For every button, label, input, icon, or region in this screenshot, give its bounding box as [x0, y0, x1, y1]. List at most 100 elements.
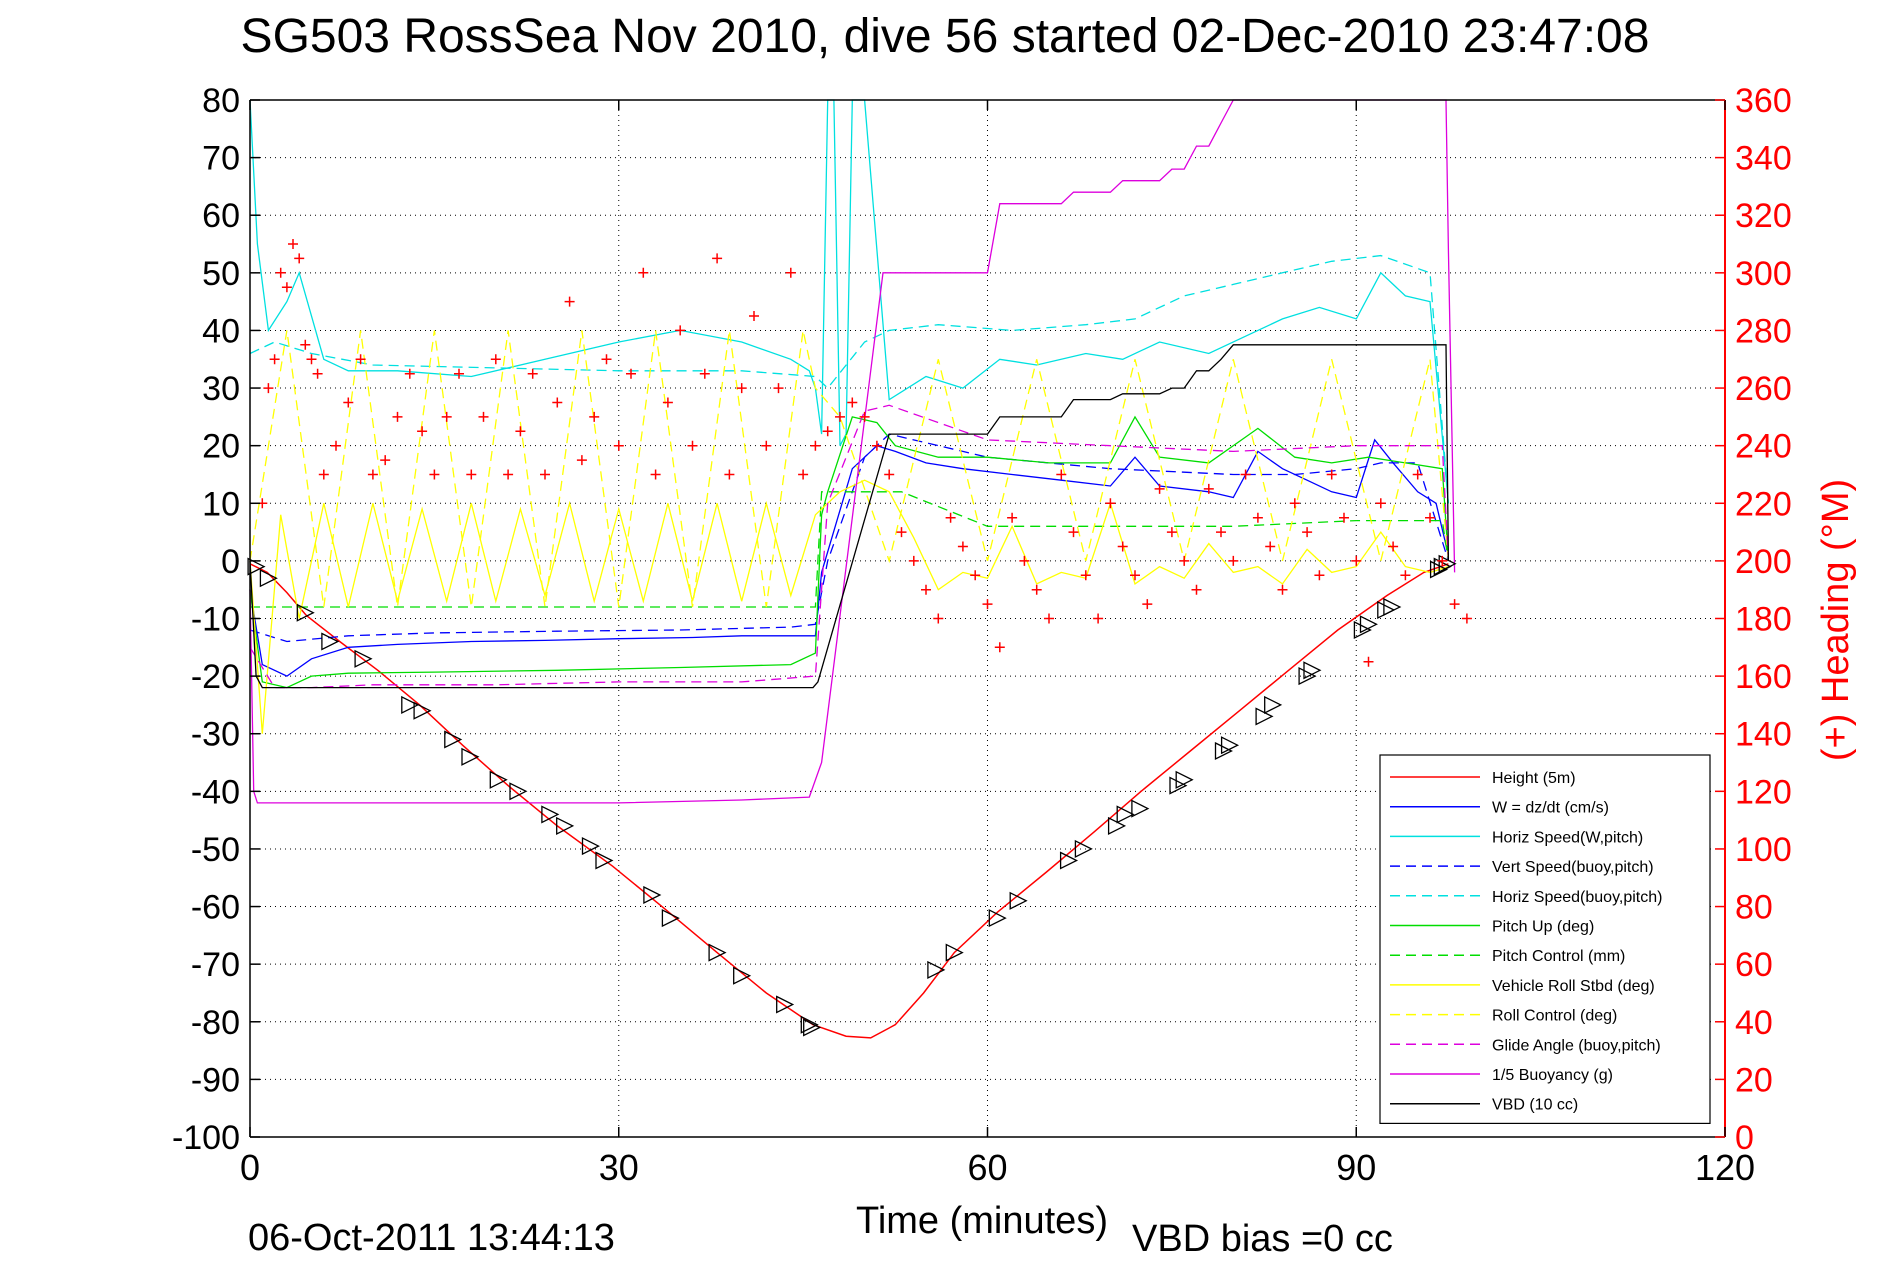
y-right-tick-label-2: 320	[1735, 197, 1792, 235]
dive-marker-19	[776, 995, 795, 1014]
y-tick-label-15: -70	[191, 946, 240, 984]
heading-marker-78	[1154, 483, 1165, 494]
y-right-tick-label-15: 60	[1735, 946, 1773, 984]
dive-marker-12	[556, 816, 575, 835]
y-right-tick-label-0: 360	[1735, 82, 1792, 120]
y-right-tick-label-4: 280	[1735, 312, 1792, 350]
y-right-tick-label-11: 140	[1735, 716, 1792, 754]
dive-marker-18	[733, 966, 752, 985]
y-right-tick-label-10: 160	[1735, 658, 1792, 696]
heading-marker-45	[749, 311, 759, 321]
y-tick-label-16: -80	[191, 1004, 240, 1042]
dive-marker-33	[1214, 741, 1233, 761]
heading-marker-53	[847, 397, 858, 408]
series-line-1	[249, 438, 1450, 677]
heading-marker-79	[1166, 527, 1177, 538]
dive-marker-3	[321, 632, 340, 651]
heading-marker-21	[454, 368, 464, 379]
y-right-tick-label-6: 240	[1735, 428, 1792, 466]
dive-marker-40	[1359, 615, 1378, 634]
y-tick-label-0: 80	[202, 82, 240, 120]
heading-marker-74	[1105, 498, 1116, 509]
y-tick-label-1: 70	[202, 140, 240, 178]
legend-label-4: Horiz Speed(buoy,pitch)	[1492, 889, 1662, 906]
heading-marker-48	[785, 267, 796, 278]
heading-marker-66	[1007, 512, 1018, 523]
heading-marker-95	[1363, 656, 1374, 667]
heading-marker-5	[288, 239, 298, 249]
legend-label-9: Glide Angle (buoy,pitch)	[1492, 1037, 1661, 1054]
heading-marker-52	[835, 411, 845, 422]
y-tick-label-7: 10	[202, 485, 240, 523]
heading-marker-7	[300, 339, 311, 350]
heading-marker-56	[884, 469, 895, 480]
heading-marker-71	[1068, 527, 1079, 538]
heading-marker-89	[1289, 498, 1300, 509]
heading-marker-38	[662, 397, 673, 408]
heading-marker-70	[1056, 469, 1067, 480]
timestamp-footer: 06-Oct-2011 13:44:13	[248, 1217, 615, 1259]
heading-marker-87	[1265, 541, 1276, 552]
series-line-10	[249, 99, 1456, 804]
y-tick-label-12: -40	[191, 773, 240, 811]
heading-marker-72	[1080, 570, 1091, 581]
heading-marker-88	[1277, 584, 1288, 595]
heading-marker-92	[1326, 469, 1337, 480]
heading-marker-85	[1240, 469, 1251, 480]
heading-marker-17	[404, 368, 415, 379]
heading-marker-39	[675, 325, 686, 336]
heading-marker-32	[589, 411, 600, 422]
dive-marker-27	[1074, 839, 1093, 858]
dive-marker-10	[509, 782, 528, 801]
heading-marker-1	[263, 383, 274, 394]
heading-marker-50	[810, 440, 821, 451]
legend-label-5: Pitch Up (deg)	[1492, 919, 1594, 936]
legend-label-8: Roll Control (deg)	[1492, 1008, 1617, 1025]
y-right-tick-label-17: 20	[1735, 1061, 1773, 1099]
heading-marker-63	[970, 570, 981, 581]
heading-marker-94	[1351, 555, 1362, 566]
series-layer	[249, 99, 1456, 1039]
x-tick-label-2: 60	[967, 1147, 1007, 1188]
y-right-tick-label-16: 40	[1735, 1004, 1773, 1042]
heading-marker-54	[859, 411, 870, 422]
x-tick-label-4: 120	[1695, 1147, 1755, 1188]
heading-marker-37	[650, 469, 661, 480]
series-line-3	[249, 433, 1450, 643]
heading-marker-102	[1449, 599, 1460, 610]
y-tick-label-10: -20	[191, 658, 240, 696]
dive-marker-8	[461, 747, 480, 766]
heading-marker-10	[318, 469, 329, 480]
heading-marker-34	[613, 440, 624, 451]
dive-marker-34	[1220, 736, 1240, 755]
dive-marker-6	[413, 701, 432, 720]
dive-marker-42	[1383, 597, 1402, 617]
y-tick-label-5: 30	[202, 370, 240, 408]
heading-marker-60	[933, 613, 944, 624]
dive-marker-31	[1169, 776, 1188, 795]
series-line-8	[249, 330, 1450, 608]
heading-marker-68	[1031, 584, 1042, 595]
y-right-tick-label-3: 300	[1735, 255, 1792, 293]
chart-title: SG503 RossSea Nov 2010, dive 56 started …	[241, 10, 1650, 63]
heading-marker-6	[294, 253, 305, 264]
heading-marker-2	[269, 354, 280, 365]
heading-marker-84	[1228, 555, 1239, 566]
heading-marker-24	[490, 354, 501, 365]
heading-marker-36	[638, 267, 649, 278]
legend-label-6: Pitch Control (mm)	[1492, 948, 1625, 965]
dive-marker-15	[643, 885, 662, 905]
y-tick-label-17: -90	[191, 1061, 240, 1099]
y-tick-label-9: -10	[191, 601, 240, 639]
x-tick-label-1: 30	[599, 1147, 639, 1188]
heading-marker-69	[1044, 613, 1054, 624]
heading-marker-55	[871, 440, 882, 451]
dive-marker-24	[988, 909, 1007, 928]
dive-marker-13	[581, 837, 600, 856]
heading-marker-83	[1216, 527, 1226, 538]
y-tick-label-14: -60	[191, 889, 240, 927]
heading-marker-26	[515, 426, 526, 437]
x-axis-label: Time (minutes)	[856, 1200, 1108, 1242]
y-tick-label-2: 60	[202, 197, 240, 235]
